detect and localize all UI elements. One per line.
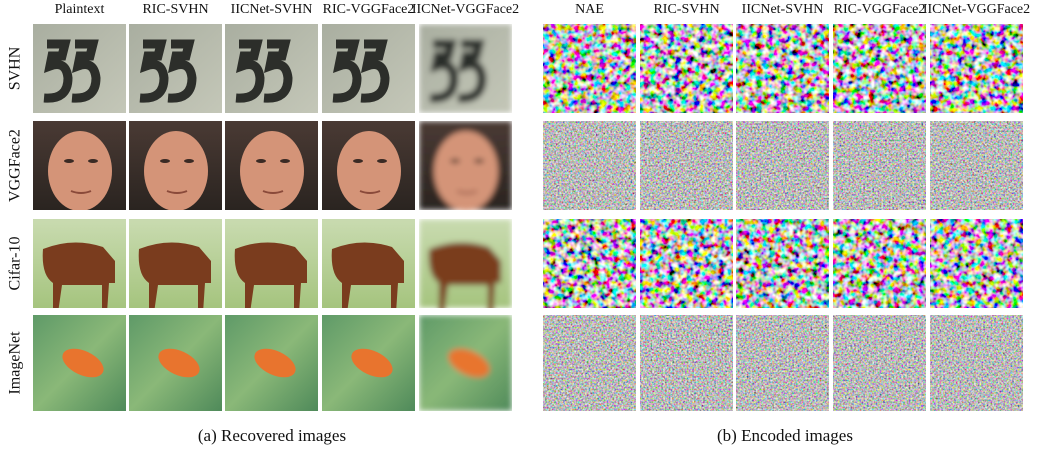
face	[240, 131, 304, 211]
recovered-image	[225, 121, 318, 211]
recovered-image	[225, 219, 318, 313]
recovered-image	[33, 219, 126, 313]
recovered-image	[225, 24, 318, 113]
recovered-image	[419, 121, 512, 211]
encoded-image	[930, 219, 1023, 308]
encoded-image	[930, 24, 1023, 113]
recovered-image	[419, 24, 512, 113]
encoded-image	[543, 219, 636, 308]
recovered-image	[322, 315, 415, 411]
recovered-image	[33, 315, 126, 411]
caption: (b) Encoded images	[717, 426, 853, 445]
encoded-image	[736, 315, 829, 411]
encoded-image	[543, 24, 636, 113]
eye	[474, 159, 484, 163]
recovered-image	[419, 219, 512, 313]
row-label: ImageNet	[7, 331, 24, 395]
eye	[64, 159, 74, 163]
recovered-image	[33, 121, 126, 211]
encoded-image	[930, 121, 1023, 210]
caption: (a) Recovered images	[198, 426, 346, 445]
encoded-image	[930, 315, 1023, 411]
row-label: Cifar-10	[7, 237, 24, 291]
encoded-image	[543, 315, 636, 411]
column-header: IICNet-VGGFace2	[923, 2, 1030, 17]
encoded-image	[640, 24, 733, 113]
column-header: IICNet-VGGFace2	[412, 2, 519, 17]
column-header: RIC-VGGFace2	[834, 2, 926, 17]
recovered-image	[129, 121, 222, 211]
recovered-image	[33, 24, 126, 113]
encoded-image	[833, 315, 926, 411]
recovered-image	[225, 315, 318, 411]
column-header: RIC-SVHN	[653, 2, 719, 17]
encoded-image	[640, 121, 733, 210]
eye	[280, 159, 290, 163]
encoded-image	[833, 121, 926, 210]
eye	[377, 159, 387, 163]
face	[48, 131, 112, 211]
face	[337, 131, 401, 211]
face	[434, 131, 498, 211]
encoded-image	[640, 315, 733, 411]
recovered-panel: Plaintext RIC-SVHN IICNet-SVHN RIC-VGGFace2…	[7, 2, 519, 411]
eye	[160, 159, 170, 163]
column-header: Plaintext	[55, 2, 105, 17]
figure: Plaintext RIC-SVHN IICNet-SVHN RIC-VGGFace2…	[0, 0, 1039, 454]
encoded-panel: NAE RIC-SVHN IICNet-SVHN RIC-VGGFace2IICNet…	[543, 2, 1030, 411]
recovered-image	[129, 315, 222, 411]
eye	[184, 159, 194, 163]
encoded-image	[736, 24, 829, 113]
recovered-image	[129, 219, 222, 313]
encoded-image	[736, 121, 829, 210]
recovered-image	[322, 121, 415, 211]
encoded-image	[736, 219, 829, 308]
eye	[256, 159, 266, 163]
column-header: IICNet-SVHN	[742, 2, 824, 17]
encoded-image	[833, 24, 926, 113]
face	[144, 131, 208, 211]
eye	[450, 159, 460, 163]
recovered-image	[322, 24, 415, 113]
column-header: NAE	[575, 2, 604, 17]
eye	[88, 159, 98, 163]
column-header: RIC-VGGFace2	[323, 2, 415, 17]
column-header: RIC-SVHN	[142, 2, 208, 17]
recovered-image	[419, 315, 512, 411]
column-header: IICNet-SVHN	[231, 2, 313, 17]
row-label: VGGFace2	[7, 129, 24, 202]
row-label: SVHN	[7, 46, 24, 90]
recovered-image	[129, 24, 222, 113]
recovered-image	[322, 219, 415, 313]
encoded-image	[833, 219, 926, 308]
encoded-image	[543, 121, 636, 210]
eye	[353, 159, 363, 163]
encoded-image	[640, 219, 733, 308]
